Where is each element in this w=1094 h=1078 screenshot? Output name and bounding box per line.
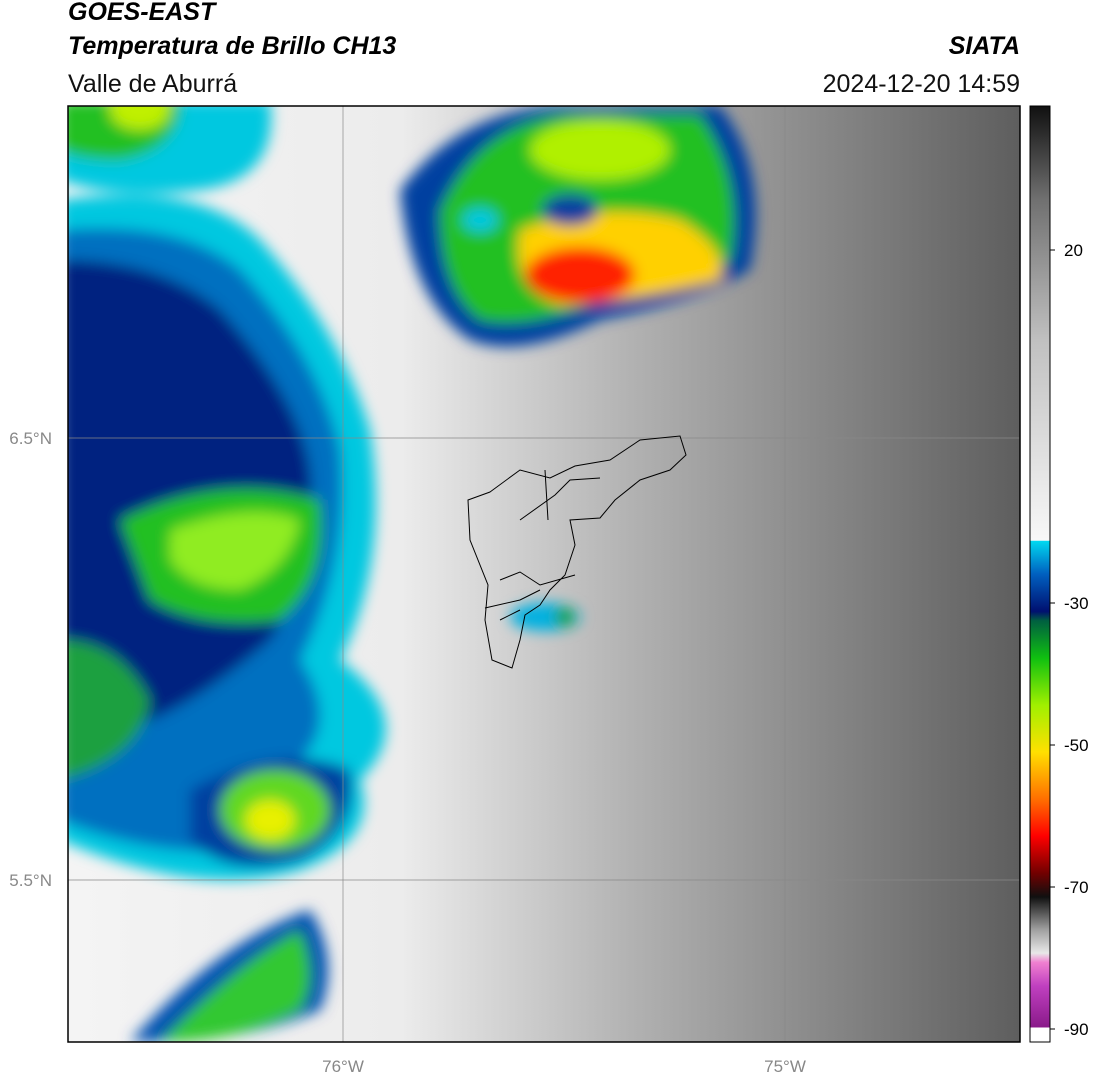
storm-red [525, 247, 635, 303]
region: Valle de Aburrá [68, 70, 237, 98]
cloud-lime [170, 512, 300, 590]
colorbar-label: 20 [1064, 241, 1083, 260]
cloud-green [68, 640, 150, 778]
clouds [68, 106, 756, 1042]
aburra-boundary [467, 435, 687, 669]
lat-label: 6.5°N [9, 429, 52, 448]
colorbar [1029, 105, 1051, 1043]
title: GOES-EAST [68, 0, 218, 26]
map-frame [67, 105, 1021, 1043]
lon-label: 76°W [322, 1057, 364, 1076]
map-image [68, 106, 1020, 1042]
storm-hole [542, 194, 598, 226]
source: SIATA [949, 32, 1020, 60]
lat-label: 5.5°N [9, 871, 52, 890]
cloud-green [160, 930, 310, 1042]
lon-label: 75°W [764, 1057, 806, 1076]
cloud-yellow [245, 800, 295, 840]
colorbar-ticks: 20 -30 -50 -70 -90 [1050, 241, 1089, 1039]
colorbar-label: -30 [1064, 594, 1089, 613]
colorbar-label: -70 [1064, 878, 1089, 897]
cell-green [555, 607, 575, 627]
subtitle: Temperatura de Brillo CH13 [68, 32, 396, 60]
colorbar-label: -50 [1064, 736, 1089, 755]
cloud-lime [110, 106, 170, 130]
datetime: 2024-12-20 14:59 [823, 70, 1020, 98]
storm-hole [462, 208, 498, 232]
colorbar-label: -90 [1064, 1020, 1089, 1039]
storm-lime [530, 120, 670, 180]
